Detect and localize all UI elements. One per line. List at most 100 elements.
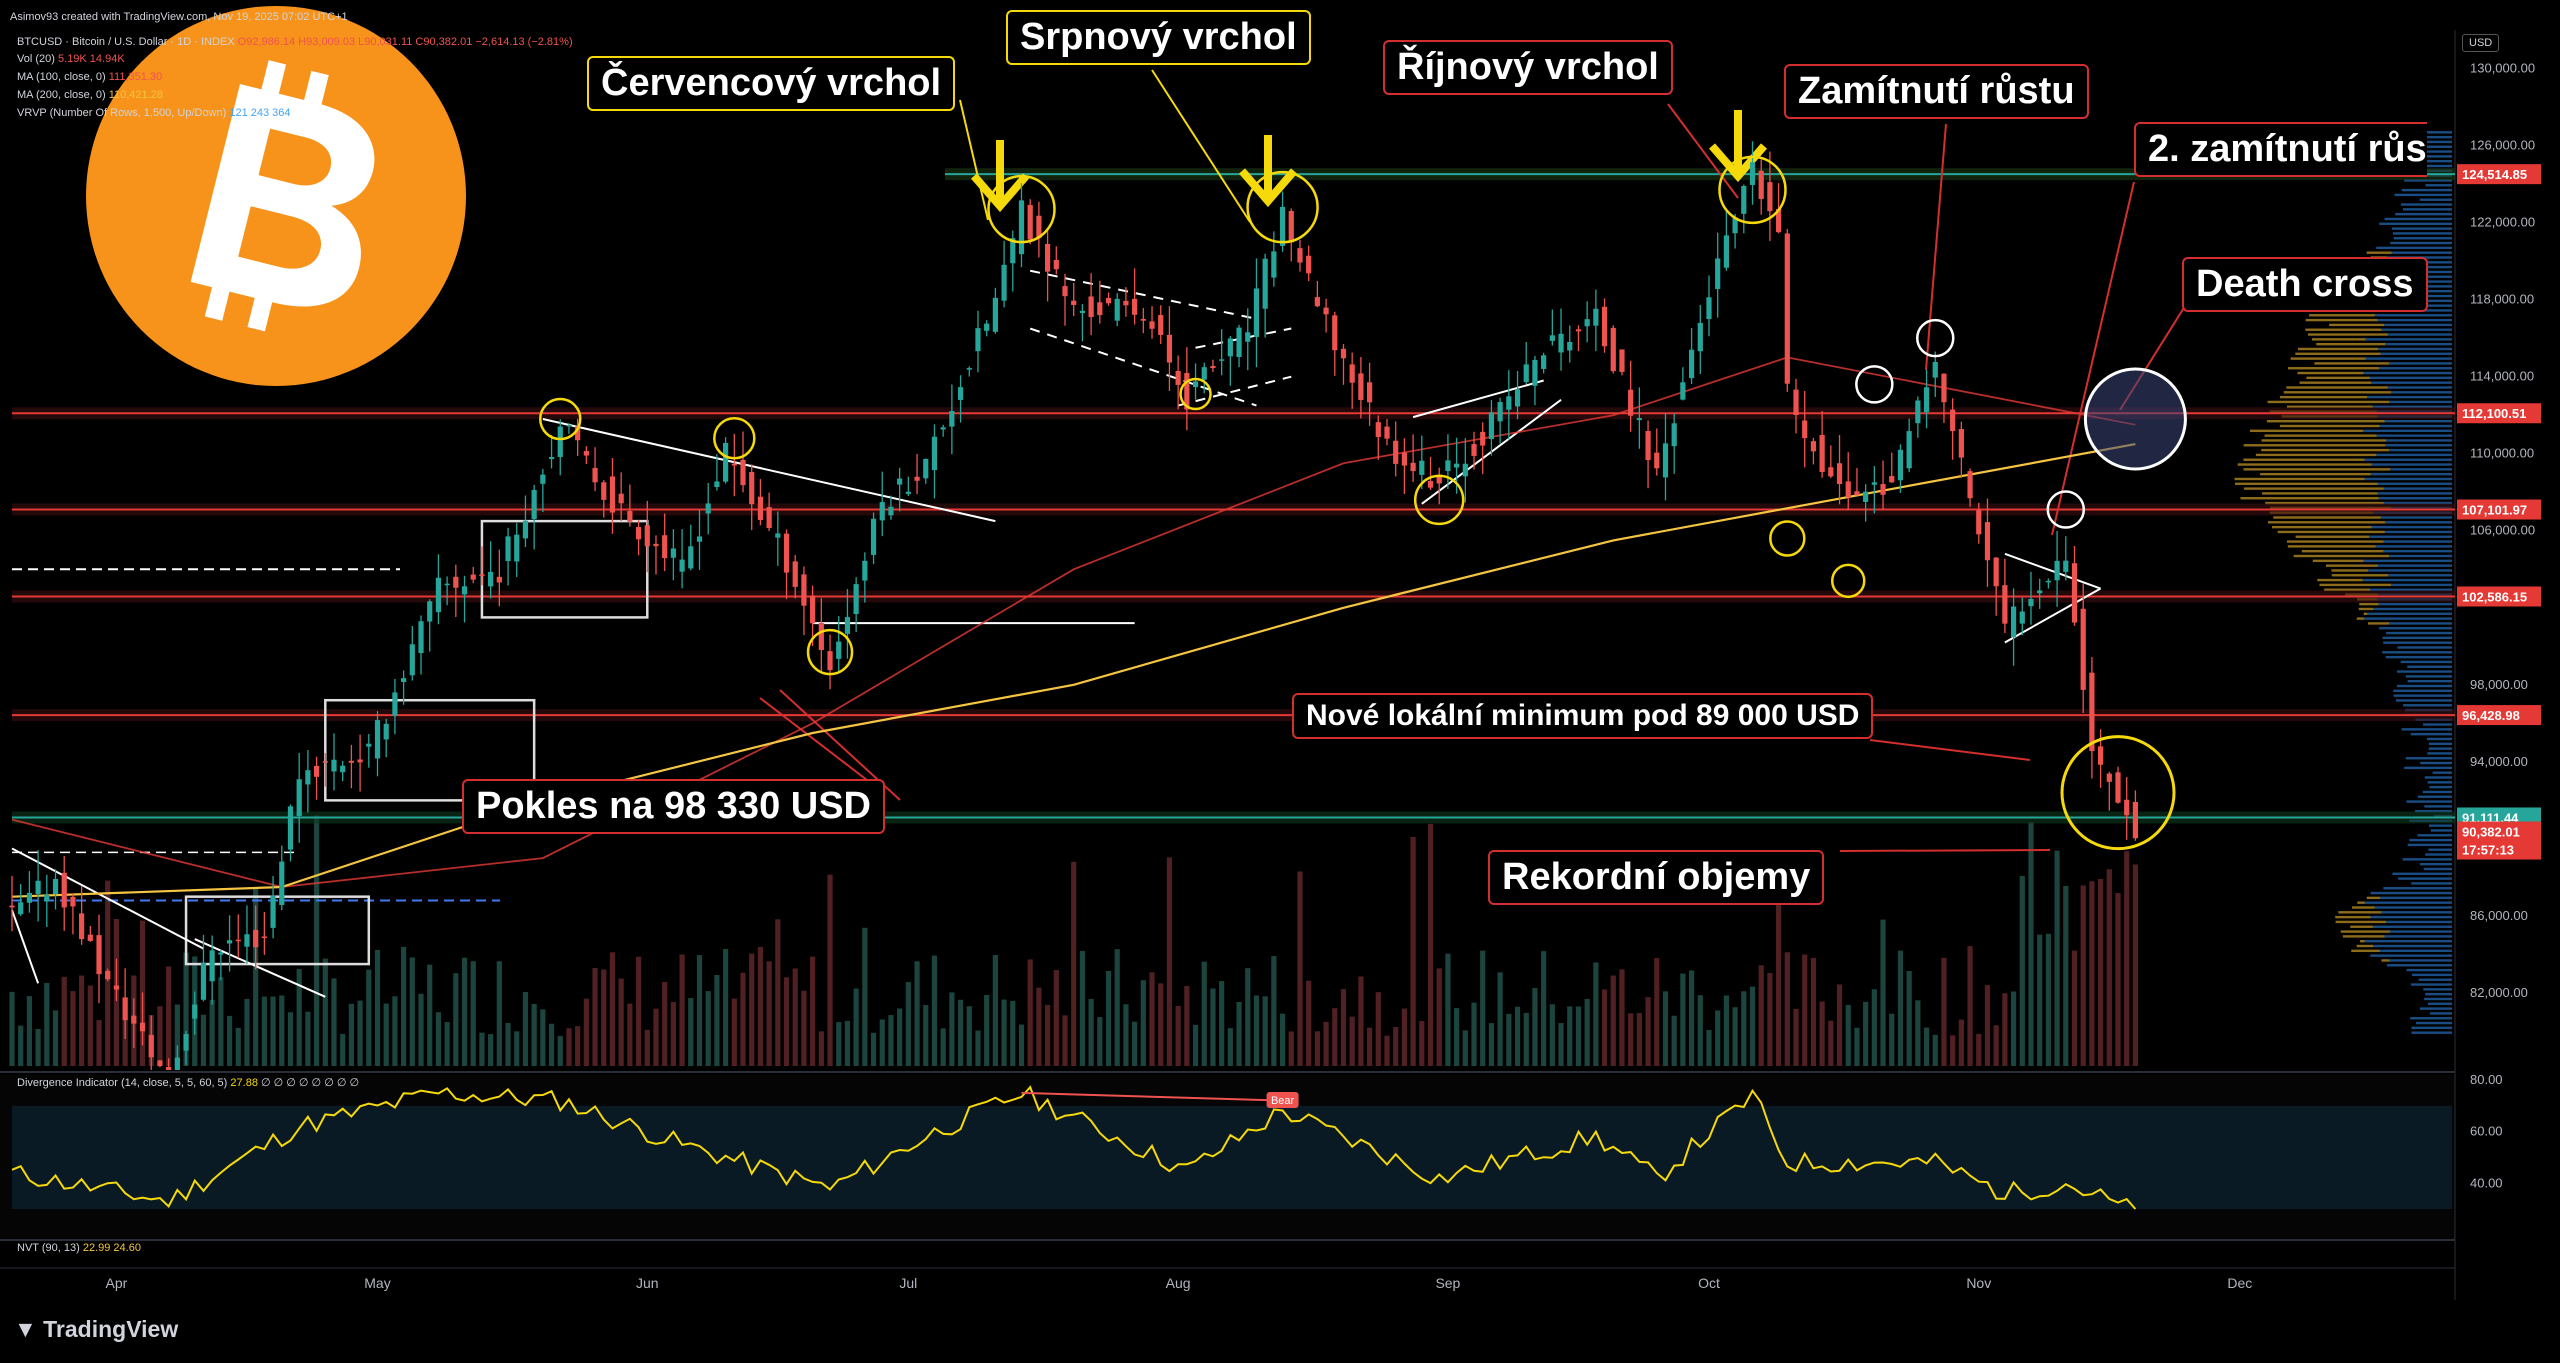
volume-bar bbox=[766, 961, 772, 1066]
candle-body bbox=[1445, 460, 1451, 472]
ma100-value: 111,351.30 bbox=[108, 71, 163, 83]
candle-body bbox=[113, 985, 120, 990]
vrvp-legend[interactable]: VRVP (Number Of Rows, 1,500, Up/Down) 12… bbox=[17, 107, 291, 119]
volume-bar bbox=[1549, 1004, 1555, 1066]
volume-bar bbox=[96, 1020, 102, 1066]
volume-bar bbox=[1158, 983, 1164, 1066]
volume-bar bbox=[1132, 1021, 1138, 1066]
volume-bar bbox=[1323, 1021, 1329, 1066]
profile-row-up bbox=[2381, 959, 2390, 962]
volume-bar bbox=[279, 995, 285, 1066]
volume-legend[interactable]: Vol (20) 5.19K 14.94K bbox=[17, 53, 125, 65]
volume-bar bbox=[1175, 1005, 1181, 1066]
volume-bar bbox=[514, 1031, 520, 1066]
profile-row-down bbox=[2422, 790, 2452, 794]
tradingview-logo[interactable]: ▼ TradingView bbox=[14, 1316, 178, 1343]
profile-row-up bbox=[2260, 472, 2371, 476]
volume-bar bbox=[696, 955, 703, 1066]
volume-bar bbox=[2080, 885, 2086, 1066]
profile-row-down bbox=[2411, 882, 2452, 885]
nvt-label: NVT (90, 13) bbox=[17, 1242, 80, 1254]
symbol-legend[interactable]: BTCUSD · Bitcoin / U.S. Dollar · 1D · IN… bbox=[17, 36, 573, 48]
profile-row-down bbox=[2384, 521, 2452, 524]
candle-body bbox=[1227, 338, 1233, 357]
volume-bar bbox=[1149, 972, 1155, 1066]
volume-bar bbox=[1880, 919, 1886, 1066]
volume-bar bbox=[2071, 950, 2078, 1066]
profile-row-down bbox=[2415, 140, 2452, 144]
profile-row-up bbox=[2267, 400, 2390, 404]
profile-row-down bbox=[2380, 516, 2452, 519]
volume-bar bbox=[1027, 959, 1033, 1066]
candle-body bbox=[1436, 474, 1442, 484]
candle-body bbox=[1245, 332, 1251, 342]
profile-row-up bbox=[2351, 906, 2375, 909]
price-tag-label: 107,101.97 bbox=[2462, 503, 2527, 518]
profile-row-down bbox=[2386, 920, 2452, 924]
divergence-legend[interactable]: Divergence Indicator (14, close, 5, 5, 6… bbox=[17, 1076, 359, 1089]
nvt-legend[interactable]: NVT (90, 13) 22.99 24.60 bbox=[17, 1242, 141, 1254]
grid-lines bbox=[0, 30, 2456, 1300]
divergence-flags: ∅ ∅ ∅ ∅ ∅ ∅ ∅ ∅ bbox=[261, 1077, 360, 1089]
volume-bar bbox=[679, 954, 685, 1066]
currency-button[interactable]: USD bbox=[2462, 34, 2500, 52]
volume-bar bbox=[1836, 984, 1843, 1066]
candle-body bbox=[723, 442, 729, 482]
time-tick: Apr bbox=[106, 1275, 128, 1291]
volume-bar bbox=[1314, 1031, 1320, 1066]
time-tick: Aug bbox=[1166, 1275, 1191, 1291]
candle-body bbox=[1366, 382, 1373, 403]
candle-body bbox=[1123, 300, 1129, 306]
ma200-legend[interactable]: MA (200, close, 0) 110,421.28 bbox=[17, 89, 163, 101]
candle-body bbox=[2010, 606, 2017, 638]
profile-row-up bbox=[2290, 357, 2366, 360]
candle-body bbox=[1749, 162, 1756, 185]
profile-row-up bbox=[2342, 935, 2385, 938]
profile-row-down bbox=[2378, 347, 2452, 351]
candle-body bbox=[453, 576, 459, 588]
volume-bar bbox=[609, 952, 616, 1066]
candle-body bbox=[1071, 300, 1077, 305]
arrow-head bbox=[970, 173, 1030, 213]
divergence-label: Divergence Indicator (14, close, 5, 5, 6… bbox=[17, 1077, 228, 1089]
ma100-line bbox=[11, 443, 2136, 898]
volume-bar bbox=[1105, 970, 1112, 1066]
profile-row-down bbox=[2373, 607, 2452, 611]
volume-bar bbox=[1819, 1001, 1825, 1066]
volume-bar bbox=[1897, 950, 1904, 1066]
candle-body bbox=[548, 456, 555, 460]
profile-row-down bbox=[2367, 612, 2452, 615]
candle-body bbox=[479, 574, 485, 576]
profile-row-down bbox=[2419, 1007, 2452, 1010]
volume-bar bbox=[905, 982, 911, 1066]
volume-bar bbox=[348, 1003, 354, 1066]
volume-bar bbox=[1454, 1008, 1460, 1066]
profile-row-down bbox=[2385, 655, 2452, 659]
candle-body bbox=[1906, 431, 1912, 469]
volume-bar bbox=[1723, 995, 1729, 1066]
profile-row-up bbox=[2335, 920, 2387, 924]
profile-row-down bbox=[2374, 906, 2452, 909]
volume-bar bbox=[392, 996, 398, 1066]
candle-body bbox=[322, 761, 328, 763]
volume-bar bbox=[61, 976, 67, 1066]
candle-body bbox=[957, 387, 964, 400]
candle-body bbox=[1645, 431, 1651, 461]
candle-body bbox=[2098, 746, 2104, 765]
profile-row-down bbox=[2425, 853, 2452, 856]
profile-row-down bbox=[2415, 810, 2452, 813]
candle-body bbox=[1314, 297, 1320, 307]
price-tick: 94,000.00 bbox=[2470, 754, 2528, 769]
profile-row-down bbox=[2409, 150, 2452, 153]
candle-body bbox=[279, 861, 285, 905]
candle-body bbox=[61, 872, 67, 908]
volume-bar bbox=[635, 956, 642, 1066]
profile-row-down bbox=[2391, 227, 2452, 230]
ma100-legend[interactable]: MA (100, close, 0) 111,351.30 bbox=[17, 71, 162, 83]
profile-row-up bbox=[2356, 944, 2374, 948]
candle-body bbox=[514, 534, 520, 562]
volume-bar bbox=[757, 946, 764, 1066]
profile-row-up bbox=[2298, 347, 2379, 351]
profile-row-down bbox=[2373, 944, 2452, 948]
